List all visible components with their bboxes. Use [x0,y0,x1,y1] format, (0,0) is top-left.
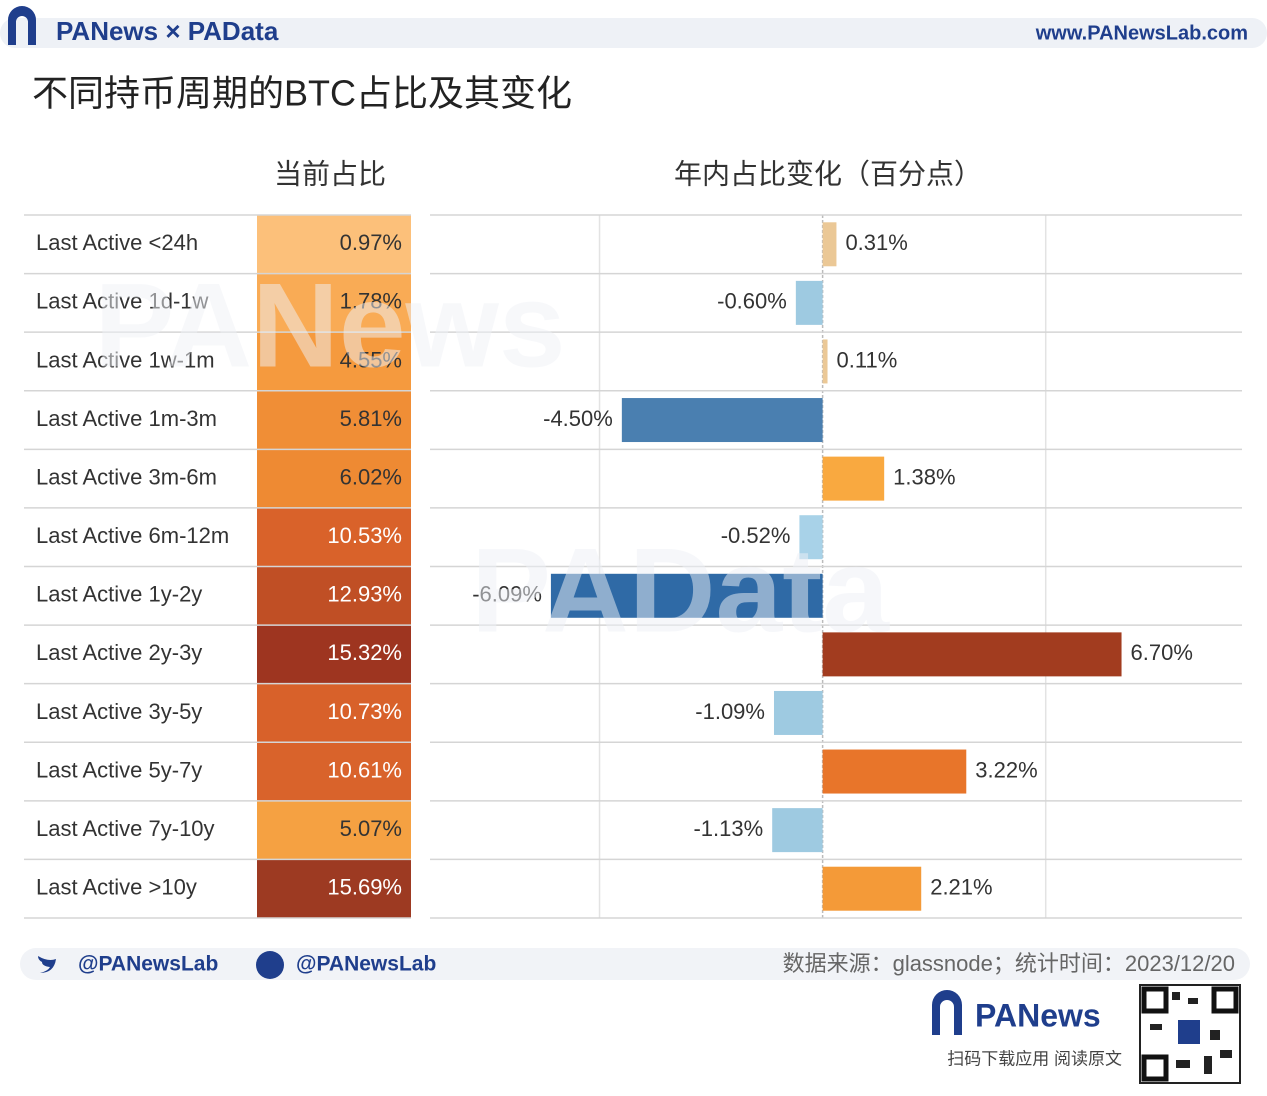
share-label: 10.73% [327,699,402,724]
footer-bar [20,948,1250,980]
row-label: Last Active 1d-1w [36,289,209,314]
bar [795,280,823,325]
share-cell [257,215,411,274]
data-label: -1.13% [693,816,763,841]
data-label: 0.11% [837,347,898,372]
share-label: 6.02% [340,464,402,489]
data-label: -6.09% [472,582,542,607]
data-label: -1.09% [695,699,765,724]
bar [822,749,967,794]
share-label: 12.93% [327,582,402,607]
share-label: 10.61% [327,757,402,782]
row-label: Last Active 3y-5y [36,699,202,724]
bar [822,222,837,267]
data-label: 3.22% [975,757,1037,782]
share-cell [257,859,411,918]
data-label: -4.50% [543,406,613,431]
bar [772,808,823,853]
data-label: 2.21% [930,875,992,900]
bar [822,339,828,384]
share-cell [257,332,411,391]
data-label: 6.70% [1131,640,1193,665]
title: 不同持币周期的BTC占比及其变化 [32,73,572,114]
row-label: Last Active 2y-3y [36,640,202,665]
share-cell [257,390,411,450]
row-label: Last Active 1m-3m [36,406,217,431]
share-header: 当前占比 [274,158,386,189]
share-label: 1.78% [340,289,402,314]
logo [8,6,36,45]
share-label: 10.53% [327,523,402,548]
watermark: PANews [94,259,565,393]
row-label: Last Active >10y [36,875,197,900]
app-logo [932,990,962,1035]
share-label: 15.32% [327,640,402,665]
share-label: 4.55% [340,347,402,372]
qr-code [1139,984,1241,1084]
chart-header: 年内占比变化（百分点） [674,158,982,189]
source: 数据来源：glassnode；统计时间：2023/12/20 [783,951,1235,976]
share-label: 5.81% [340,406,402,431]
row-label: Last Active 7y-10y [36,816,215,841]
share-label: 0.97% [340,230,402,255]
body: 0.97% Last Active <24h 0.31% 1.78% Last Acti… [24,214,1242,919]
bar [773,690,823,735]
bar [621,398,823,443]
header-bar [0,18,1267,48]
share-cell [257,566,411,626]
bar [822,632,1122,677]
row-label: Last Active 1y-2y [36,582,202,607]
share-cell [257,683,411,743]
share-cell [257,800,411,860]
share-label: 5.07% [340,816,402,841]
data-label: -0.60% [717,289,787,314]
bar [799,515,823,560]
app-caption: 扫码下载应用 阅读原文 [947,1049,1122,1068]
share-cell [257,742,411,801]
twitter: @PANewsLab [78,953,218,976]
facebook-icon [256,951,284,979]
data-label: 1.38% [893,464,955,489]
row-label: Last Active 1w-1m [36,347,215,372]
share-label: 15.69% [327,875,402,900]
facebook: @PANewsLab [296,953,436,976]
watermark: PAData [471,524,890,658]
row-label: Last Active 6m-12m [36,523,229,548]
row-label: Last Active 3m-6m [36,464,217,489]
url: www.PANewsLab.com [1035,22,1248,44]
data-label: -0.52% [721,523,791,548]
bar [822,866,922,911]
row-label: Last Active 5y-7y [36,757,202,782]
share-cell [257,273,411,333]
bar [550,573,823,618]
app-name: PANews [975,997,1101,1033]
row-label: Last Active <24h [36,230,198,255]
share-cell [257,625,411,684]
twitter-icon [38,956,56,973]
brand: PANews × PAData [56,16,279,46]
bar [822,456,885,501]
share-cell [257,449,411,508]
share-cell [257,507,411,567]
data-label: 0.31% [845,230,907,255]
